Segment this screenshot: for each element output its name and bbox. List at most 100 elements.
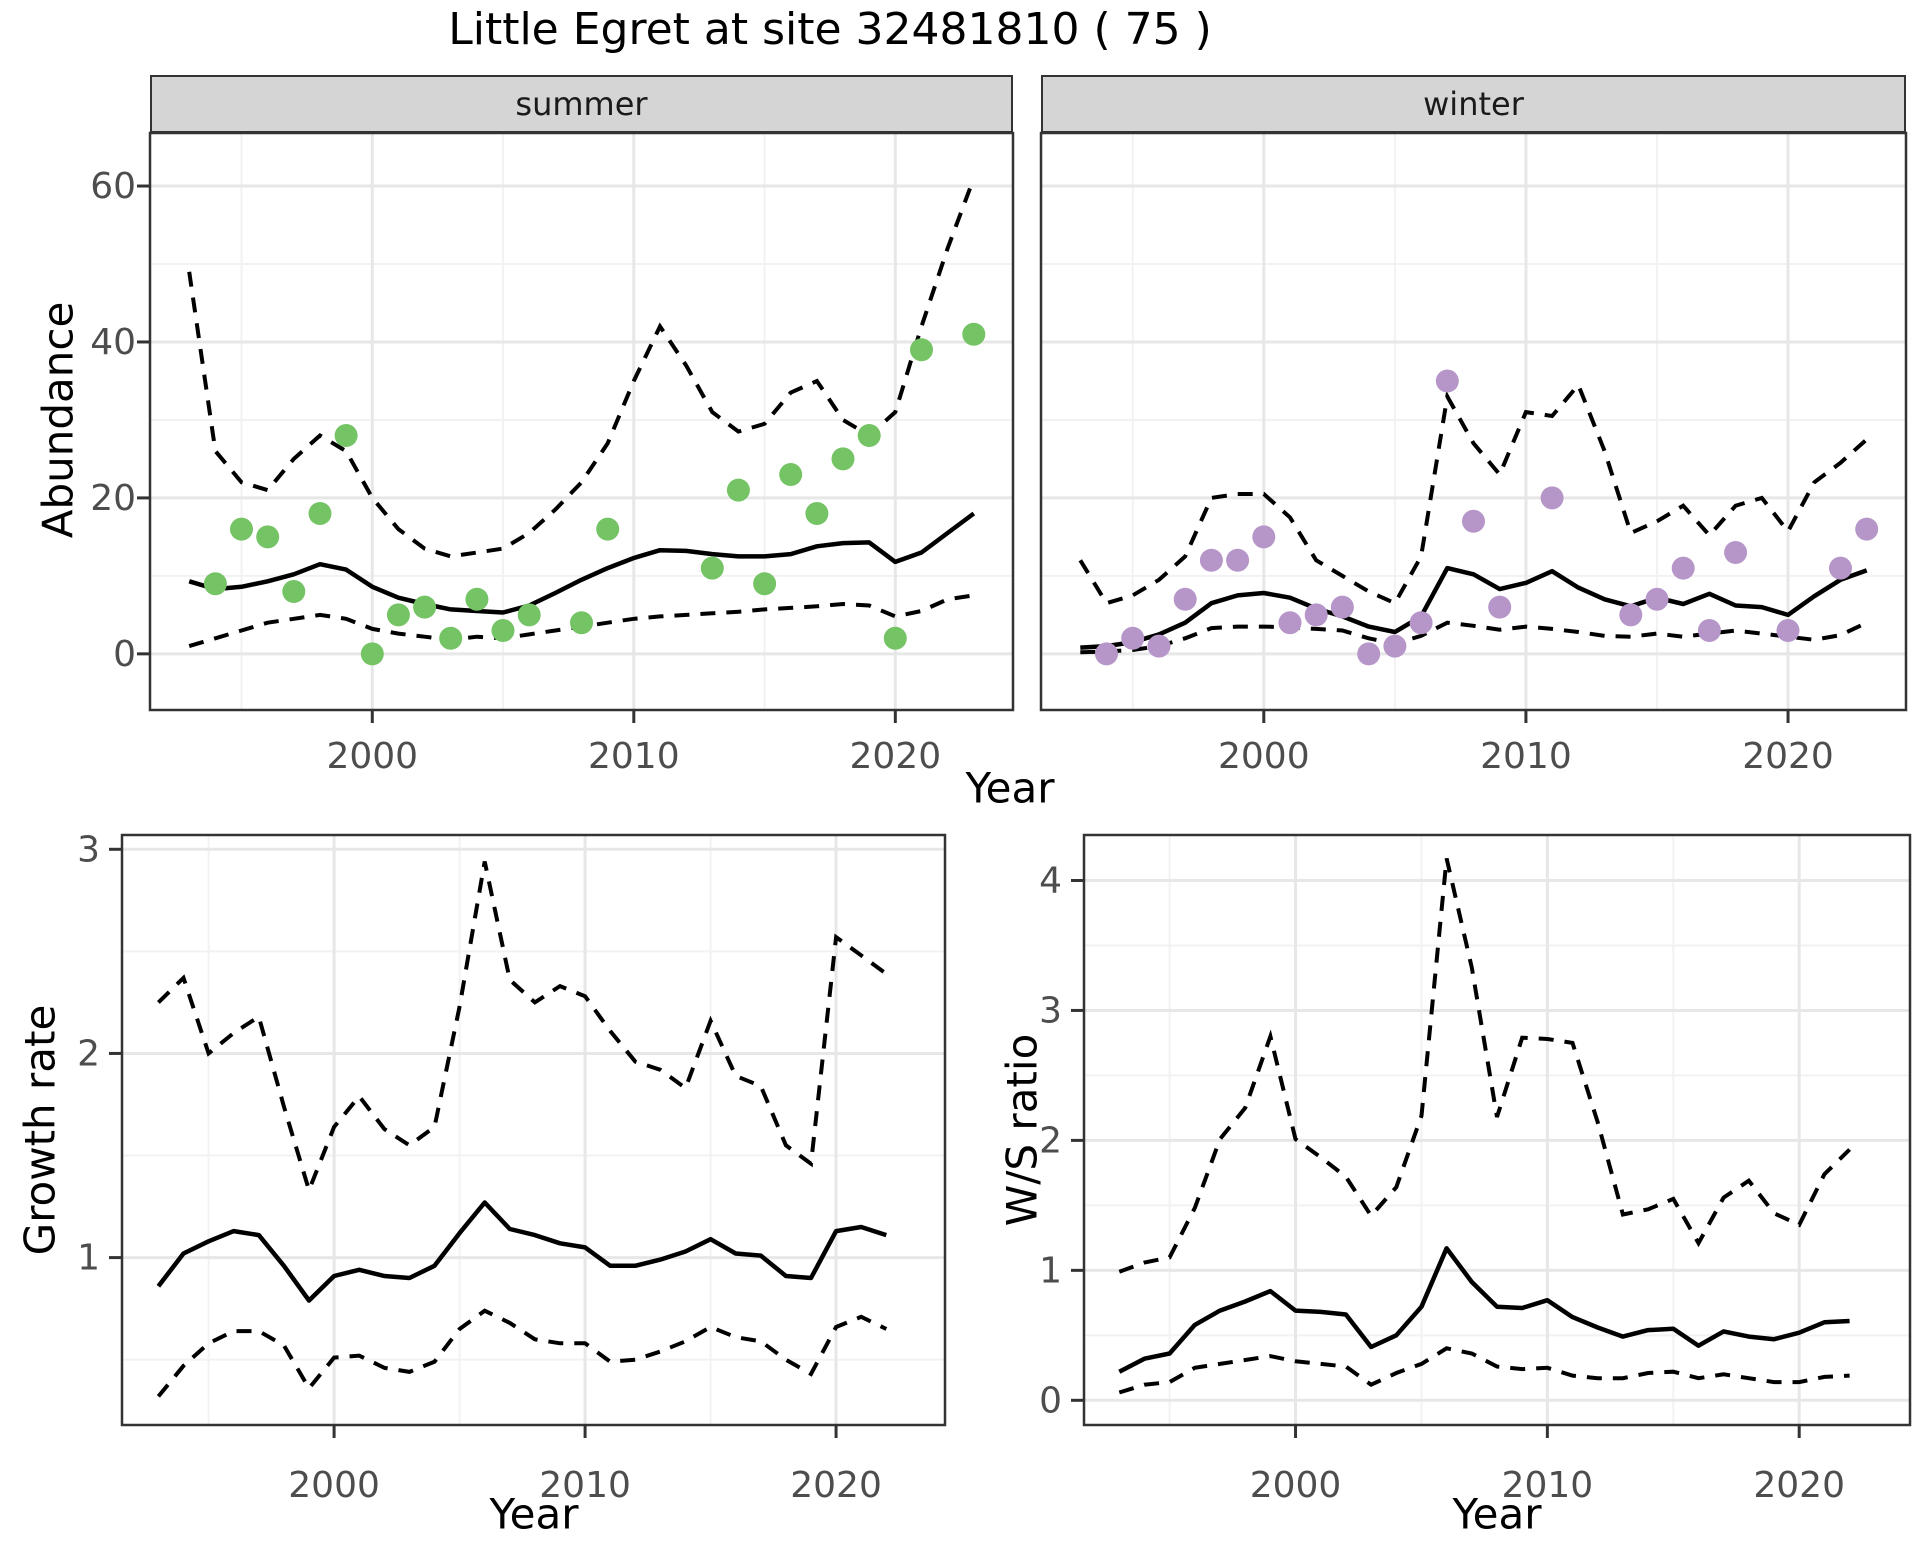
panel-border (120, 833, 947, 1427)
y-tick-label: 3 (1039, 990, 1062, 1031)
fitted-line (188, 511, 976, 615)
x-axis-title-year-top: Year (965, 763, 1055, 813)
observation-point (857, 424, 881, 447)
y-tick-label: 0 (113, 634, 136, 675)
observation-point (805, 502, 829, 525)
y-tick-label: 40 (90, 322, 136, 363)
observation-point (1095, 642, 1118, 666)
facet-strip-winter: winter (1041, 75, 1906, 133)
panel-border (148, 131, 1015, 712)
observation-point (726, 478, 750, 502)
y-tick-label: 1 (1039, 1250, 1062, 1291)
observation-point (831, 447, 855, 471)
observation-point (413, 595, 437, 619)
facet-strip-summer: summer (150, 75, 1013, 133)
observation-point (203, 572, 227, 596)
x-tick-label: 2010 (1480, 736, 1572, 777)
observation-point (962, 322, 986, 346)
y-tick-label: 4 (1039, 860, 1062, 901)
observation-point (491, 619, 515, 642)
y-tick-label: 2 (1039, 1120, 1062, 1161)
y-axis-title-growth-rate: Growth rate (15, 1004, 65, 1256)
x-tick-label: 2020 (1742, 736, 1834, 777)
observation-point (1383, 634, 1407, 658)
y-tick-label: 0 (1039, 1380, 1062, 1421)
fitted-line (1118, 1246, 1850, 1374)
observation-point (1252, 525, 1276, 549)
panel-border (1082, 833, 1912, 1427)
panel-ws_ratio: 2000 2010 2020 0 1 2 3 4 (1039, 833, 1912, 1506)
panel-background (122, 835, 945, 1425)
y-tick-label: 60 (90, 166, 136, 207)
x-axis-title-year-growth: Year (489, 1489, 579, 1539)
observation-point (910, 338, 933, 362)
fitted-line (156, 1200, 887, 1303)
observation-point (439, 626, 463, 650)
observation-point (700, 556, 724, 580)
observation-point (1488, 595, 1512, 619)
observation-point (1278, 611, 1302, 635)
page-title: Little Egret at site 32481810 ( 75 ) (448, 4, 1212, 55)
x-tick-label: 2010 (1502, 1465, 1594, 1506)
observation-point (570, 611, 593, 635)
observation-point (1147, 634, 1171, 658)
observation-point (1645, 587, 1669, 611)
observation-point (1199, 548, 1223, 572)
x-tick-label: 2020 (850, 736, 942, 777)
observation-point (596, 517, 620, 541)
panel-growth_rate: 2000 2010 2020 1 2 3 (77, 829, 947, 1506)
x-tick-label: 2020 (790, 1465, 882, 1506)
observation-point (386, 603, 410, 627)
x-tick-label: 2010 (588, 736, 680, 777)
panel-background (1041, 133, 1906, 710)
observation-point (1173, 587, 1197, 611)
observation-point (1540, 486, 1564, 510)
observation-point (465, 587, 489, 611)
x-tick-label: 2010 (539, 1465, 631, 1506)
facet-strip-summer-label: summer (515, 85, 648, 123)
observation-point (1226, 548, 1250, 572)
observation-point (1829, 556, 1852, 580)
upper-ci-line (187, 177, 976, 559)
upper-ci-line (157, 861, 888, 1197)
observation-point (1409, 611, 1433, 635)
observation-point (1697, 619, 1721, 642)
upper-ci-line (1078, 381, 1869, 606)
x-tick-label: 2020 (1753, 1465, 1845, 1506)
observation-point (1121, 626, 1145, 650)
observation-point (230, 517, 253, 541)
facet-strip-winter-label: winter (1423, 85, 1524, 123)
observation-point (1330, 595, 1354, 619)
panel-abundance_summer: 2000 2010 2020 0 20 40 60 (90, 131, 1015, 777)
observation-point (517, 603, 541, 627)
observation-point (360, 642, 384, 666)
observation-point (1619, 603, 1643, 627)
observation-point (1462, 509, 1485, 533)
observation-point (1776, 619, 1800, 642)
observation-point (753, 572, 777, 596)
observation-point (282, 580, 306, 603)
panel-background (1084, 835, 1910, 1425)
observation-point (1357, 642, 1381, 666)
observation-point (1855, 517, 1879, 541)
observation-point (1724, 541, 1748, 564)
observation-point (1304, 603, 1328, 627)
y-tick-label: 3 (77, 829, 100, 870)
upper-ci-line (1118, 857, 1851, 1274)
fitted-line (1080, 565, 1868, 650)
observation-point (1671, 556, 1695, 580)
x-axis-title-year-ws: Year (1452, 1489, 1542, 1539)
y-tick-label: 1 (77, 1238, 100, 1279)
y-axis-title-ws-ratio: W/S ratio (997, 1033, 1047, 1227)
x-tick-label: 2000 (1250, 1465, 1342, 1506)
observation-point (308, 502, 332, 525)
observation-point (256, 525, 280, 549)
x-tick-label: 2000 (288, 1465, 380, 1506)
x-tick-label: 2000 (1218, 736, 1310, 777)
observation-point (1435, 369, 1459, 393)
y-axis-title-abundance: Abundance (33, 301, 83, 539)
y-tick-label: 20 (90, 478, 136, 519)
panel-abundance_winter: 2000 2010 2020 (1039, 131, 1908, 777)
